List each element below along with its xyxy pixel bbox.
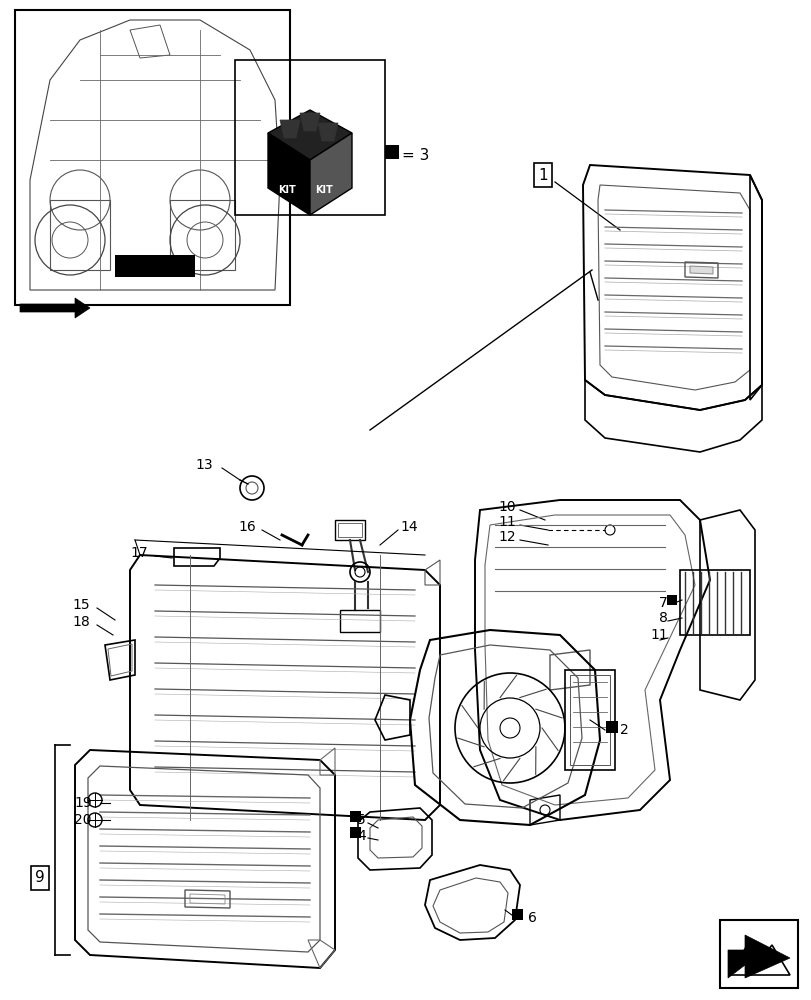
Bar <box>350 827 361 838</box>
Bar <box>15 10 290 305</box>
Text: 17: 17 <box>130 546 148 560</box>
Text: KIT: KIT <box>277 185 295 195</box>
Text: 18: 18 <box>72 615 90 629</box>
Text: 12: 12 <box>497 530 515 544</box>
Text: 13: 13 <box>195 458 212 472</box>
Text: 19: 19 <box>74 796 92 810</box>
Polygon shape <box>268 133 310 215</box>
Bar <box>512 909 523 920</box>
Text: 1: 1 <box>538 168 547 183</box>
Text: KIT: KIT <box>315 185 333 195</box>
Text: 7: 7 <box>659 596 667 610</box>
Text: 16: 16 <box>238 520 255 534</box>
Bar <box>605 721 617 733</box>
Text: 10: 10 <box>497 500 515 514</box>
Bar <box>337 523 362 537</box>
Polygon shape <box>280 120 299 138</box>
Polygon shape <box>727 935 789 978</box>
Bar <box>666 595 676 605</box>
Text: 11: 11 <box>497 515 515 529</box>
Text: 14: 14 <box>400 520 417 534</box>
Bar <box>115 255 195 277</box>
Bar <box>340 610 380 632</box>
Bar <box>234 60 384 215</box>
Text: = 3: = 3 <box>401 148 429 163</box>
Bar <box>384 145 398 159</box>
Text: 6: 6 <box>527 911 536 925</box>
Polygon shape <box>299 113 320 131</box>
Polygon shape <box>20 298 90 318</box>
Bar <box>564 670 614 770</box>
Text: 8: 8 <box>659 611 667 625</box>
Text: 20: 20 <box>74 813 92 827</box>
Polygon shape <box>689 266 712 274</box>
Text: 4: 4 <box>357 829 366 843</box>
Text: 9: 9 <box>35 870 45 885</box>
Text: 15: 15 <box>72 598 89 612</box>
Polygon shape <box>310 133 351 215</box>
Bar <box>569 675 609 765</box>
Polygon shape <box>268 110 351 160</box>
Bar <box>350 811 361 822</box>
Bar <box>719 920 797 988</box>
Text: 11: 11 <box>650 628 667 642</box>
Bar <box>335 520 365 540</box>
Polygon shape <box>318 123 337 141</box>
Text: 2: 2 <box>620 723 628 737</box>
Text: 5: 5 <box>357 813 366 827</box>
